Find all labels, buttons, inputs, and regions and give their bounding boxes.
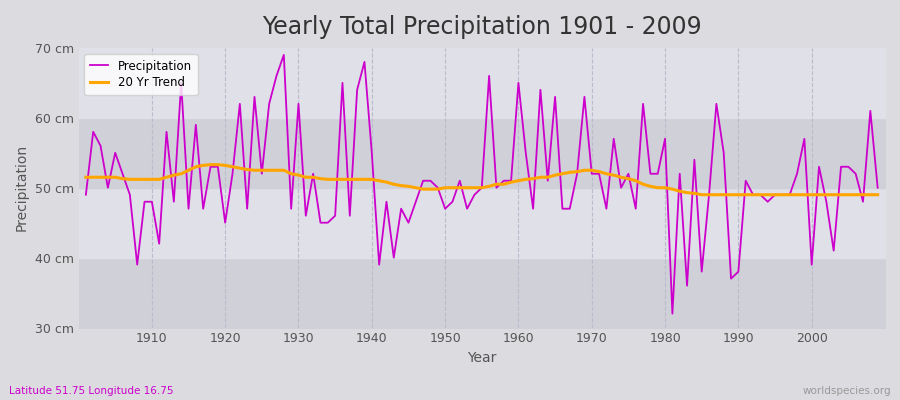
Precipitation [278,52,289,57]
20 Yr Trend [608,173,619,178]
Precipitation [872,185,883,190]
Line: 20 Yr Trend: 20 Yr Trend [86,165,878,195]
X-axis label: Year: Year [467,351,497,365]
Precipitation [308,171,319,176]
Title: Yearly Total Precipitation 1901 - 2009: Yearly Total Precipitation 1901 - 2009 [262,15,702,39]
Precipitation [140,199,150,204]
20 Yr Trend [308,175,319,180]
20 Yr Trend [520,177,531,182]
Precipitation [520,150,531,155]
Text: worldspecies.org: worldspecies.org [803,386,891,396]
Precipitation [352,88,363,92]
20 Yr Trend [80,175,91,180]
20 Yr Trend [872,192,883,197]
20 Yr Trend [352,177,363,182]
Precipitation [667,311,678,316]
20 Yr Trend [697,192,707,197]
20 Yr Trend [205,162,216,167]
Precipitation [608,136,619,141]
Precipitation [80,192,91,197]
Legend: Precipitation, 20 Yr Trend: Precipitation, 20 Yr Trend [85,54,197,95]
Line: Precipitation: Precipitation [86,55,878,314]
Precipitation [513,80,524,85]
Y-axis label: Precipitation: Precipitation [15,144,29,231]
Text: Latitude 51.75 Longitude 16.75: Latitude 51.75 Longitude 16.75 [9,386,174,396]
20 Yr Trend [140,177,150,182]
20 Yr Trend [513,178,524,183]
